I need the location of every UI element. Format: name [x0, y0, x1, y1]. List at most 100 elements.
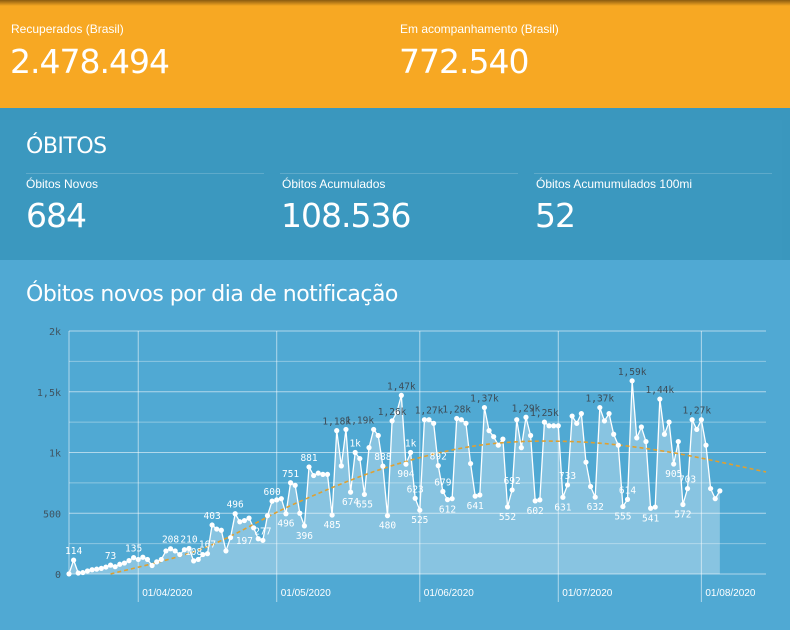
data-point [292, 482, 298, 488]
data-point [431, 420, 437, 426]
data-point [463, 420, 469, 426]
data-point [578, 411, 584, 417]
data-point [444, 497, 451, 503]
data-label: 1,26k [378, 407, 407, 418]
recovered-panel: Recuperados (Brasil) 2.478.494 Em acompa… [0, 0, 790, 108]
data-point [334, 428, 340, 434]
data-point [403, 461, 409, 467]
data-point [251, 525, 257, 531]
data-point [657, 396, 663, 402]
data-label: 485 [324, 520, 341, 531]
data-point [80, 569, 86, 576]
data-point [389, 418, 395, 424]
data-point [232, 511, 238, 517]
data-point [620, 503, 626, 510]
data-point [149, 562, 155, 569]
y-tick-label: 0 [55, 570, 61, 581]
data-label: 541 [642, 513, 659, 524]
data-label: 197 [236, 536, 253, 547]
data-point [486, 428, 492, 434]
data-point [523, 414, 529, 420]
cumulative-deaths-value: 108.536 [281, 196, 411, 235]
data-point [186, 545, 192, 552]
data-label: 602 [527, 506, 544, 517]
data-label: 733 [559, 471, 576, 482]
data-label: 1,59k [618, 367, 647, 378]
data-point [287, 480, 294, 486]
data-point [154, 559, 160, 565]
data-point [574, 420, 580, 426]
data-point [274, 497, 280, 503]
data-point [560, 494, 566, 500]
data-point [163, 548, 169, 554]
data-point [440, 488, 446, 495]
data-point [181, 547, 187, 553]
data-point [449, 496, 455, 502]
data-point [532, 498, 538, 504]
data-point [320, 471, 326, 477]
data-point [601, 418, 608, 424]
data-point [311, 472, 317, 479]
data-label: 1,25k [530, 408, 559, 419]
data-point [66, 571, 72, 577]
data-point [200, 551, 206, 558]
data-label: 167 [199, 540, 216, 551]
data-point [541, 419, 548, 425]
monitoring-value: 772.540 [399, 42, 529, 81]
data-label: 703 [679, 475, 696, 486]
data-label: 1,27k [415, 406, 444, 417]
data-label: 1,27k [682, 406, 711, 417]
data-point [583, 459, 589, 465]
data-point [643, 438, 649, 445]
data-point [223, 548, 229, 554]
data-point [278, 496, 284, 502]
x-tick-label: 01/08/2020 [705, 588, 755, 599]
deaths-per-100k-value: 52 [535, 196, 576, 235]
divider-3 [534, 173, 772, 174]
data-point [509, 487, 515, 493]
data-point [126, 558, 132, 564]
data-label: 751 [282, 469, 299, 480]
data-label: 525 [411, 515, 428, 526]
data-point [675, 438, 681, 445]
daily-deaths-chart: 0 500 1k 1,5k 2k 01/04/2020 01/05/2020 01/06/20… [37, 327, 767, 602]
data-point [204, 551, 211, 557]
data-point [338, 463, 344, 469]
data-point [698, 417, 704, 423]
data-point [301, 523, 308, 529]
y-tick-label: 1k [49, 449, 61, 460]
data-point [94, 566, 100, 572]
data-point [638, 424, 644, 430]
data-point [140, 554, 146, 560]
data-label: 1k [349, 439, 361, 450]
data-label: 600 [264, 487, 281, 498]
data-point [611, 431, 617, 437]
data-point [527, 432, 534, 439]
data-point [587, 483, 594, 490]
data-point [435, 463, 441, 469]
data-label: 208 [162, 535, 179, 546]
data-point [241, 517, 248, 524]
cumulative-deaths-label: Óbitos Acumulados [282, 177, 386, 191]
data-point [671, 461, 677, 467]
data-point [107, 562, 114, 568]
data-label: 1,44k [646, 385, 675, 396]
chart-title: Óbitos novos por dia de notificação [26, 282, 398, 307]
data-point [375, 432, 381, 439]
data-label: 480 [379, 521, 396, 532]
data-point [218, 527, 224, 533]
data-point [661, 431, 668, 437]
data-point [564, 482, 571, 488]
data-point [417, 507, 423, 513]
data-label: 572 [674, 510, 691, 521]
data-label: 210 [180, 534, 197, 545]
data-point [592, 494, 598, 500]
x-tick-label: 01/05/2020 [281, 588, 331, 599]
data-label: 905 [665, 469, 682, 480]
data-point [89, 567, 95, 573]
data-label: 892 [430, 452, 447, 463]
data-label: 277 [254, 526, 271, 537]
data-point [394, 409, 400, 416]
data-point [615, 442, 621, 448]
data-point [117, 561, 123, 567]
